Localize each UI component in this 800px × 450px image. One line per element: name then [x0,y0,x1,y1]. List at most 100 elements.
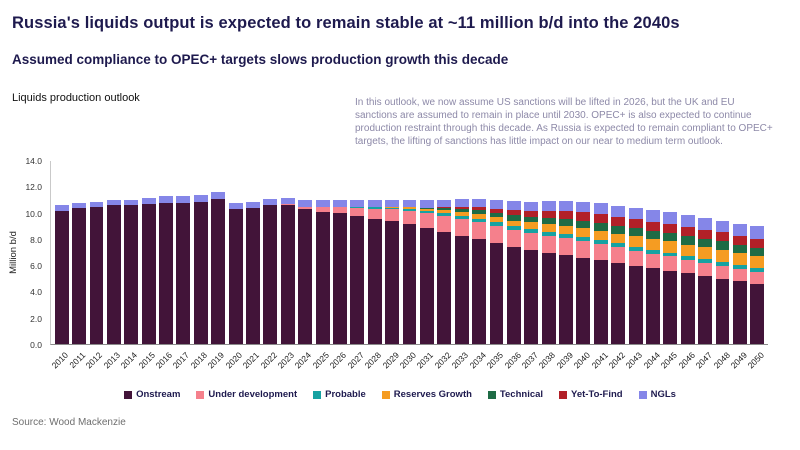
bar-segment-yet-to-find [715,232,730,242]
bar-segment-probable [350,207,365,209]
bar-segment-under-development [332,207,347,214]
bar-segment-onstream [646,268,660,344]
bar-segment-onstream [663,270,678,344]
bar-segment-ngls [437,199,452,208]
x-tick-label: 2047 [693,350,715,371]
bar-segment-ngls [715,220,730,233]
bar-segment-yet-to-find [750,238,765,248]
bar-segment-ngls [89,201,104,207]
bar-segment-under-development [454,219,469,236]
bar-segment-onstream [611,262,626,344]
bar-segment-technical [663,232,678,242]
bar-segment-ngls [193,195,208,202]
page-subtitle: Assumed compliance to OPEC+ targets slow… [12,52,509,67]
bar-segment-ngls [576,201,591,213]
bar-segment-onstream [576,257,591,344]
bar-2048 [715,161,730,344]
x-tick-label: 2024 [292,350,314,371]
bar-segment-probable [402,208,417,211]
x-tick-label: 2029 [380,350,401,371]
x-tick-label: 2023 [275,350,297,371]
bar-segment-ngls [385,200,400,208]
bar-segment-technical [437,208,452,211]
bar-segment-under-development [541,235,556,253]
bar-2012 [89,161,104,344]
bar-2013 [106,161,121,344]
x-tick-label: 2012 [83,350,105,371]
bar-segment-ngls [646,210,660,222]
y-tick-label: 14.0 [25,156,42,166]
bar-segment-probable [524,229,539,233]
y-axis-ticks: 0.0 2.0 4.0 6.0 8.0 10.0 12.0 14.0 [0,156,46,350]
bar-segment-probable [559,234,573,239]
bar-segment-ngls [124,199,139,206]
bar-segment-ngls [263,198,278,206]
bar-segment-reserves-growth [663,241,678,253]
bar-segment-onstream [106,205,121,344]
bar-slot [383,161,400,344]
bar-segment-ngls [246,201,260,209]
x-tick-label: 2044 [641,350,662,371]
bar-slot [470,161,487,344]
bar-segment-probable [593,240,608,245]
bar-segment-probable [454,215,469,220]
x-label-slot: 2050 [746,347,766,381]
bar-2017 [176,161,191,344]
bar-2037 [524,161,539,344]
bar-segment-yet-to-find [680,227,695,237]
bar-slot [418,161,435,344]
x-tick-label: 2032 [432,350,453,371]
bar-segment-reserves-growth [732,253,747,265]
bar-segment-reserves-growth [489,217,504,223]
bar-segment-reserves-growth [593,230,608,241]
bar-slot [696,161,713,344]
bar-segment-ngls [541,200,556,211]
bar-slot [453,161,470,344]
x-tick-label: 2045 [658,350,680,371]
y-tick-label: 12.0 [25,182,42,193]
bar-slot [70,161,87,344]
bar-2018 [193,161,208,344]
bar-segment-onstream [593,260,608,344]
bar-segment-probable [576,236,591,241]
x-tick-label: 2036 [502,350,523,371]
x-tick-label: 2035 [484,350,506,371]
bar-2050 [750,161,765,344]
bar-segment-yet-to-find [698,229,713,239]
bar-segment-onstream [524,249,539,344]
legend-label: Technical [499,389,544,400]
bar-segment-reserves-growth [576,228,591,237]
bar-segment-ngls [750,226,765,239]
bar-segment-probable [698,259,713,263]
legend-swatch [124,390,133,399]
bar-segment-technical [646,230,660,240]
bar-segment-reserves-growth [506,220,521,227]
bar-2027 [350,161,365,344]
bar-slot [244,161,261,344]
bar-segment-reserves-growth [646,239,660,250]
legend-label: NGLs [650,389,676,400]
legend-swatch [638,390,647,399]
bar-slot [575,161,592,344]
bar-2029 [385,161,400,344]
bar-segment-yet-to-find [541,210,556,218]
bar-segment-under-development [437,215,452,232]
x-tick-label: 2040 [571,350,593,371]
bar-segment-under-development [750,272,765,284]
bar-segment-under-development [419,213,434,228]
bar-segment-under-development [367,208,382,219]
bar-2014 [124,161,139,344]
bar-slot [53,161,70,344]
bar-segment-ngls [228,202,243,210]
legend: Onstream Under development Probable Reserve… [0,389,800,400]
bar-2022 [263,161,278,344]
bar-2032 [437,161,452,344]
bar-segment-reserves-growth [715,249,730,262]
x-tick-label: 2011 [66,350,87,370]
bar-slot [488,161,505,344]
bar-segment-ngls [472,198,487,208]
bar-slot [540,161,557,344]
bar-slot [592,161,609,344]
bar-slot [662,161,679,344]
bar-segment-ngls [72,202,87,209]
